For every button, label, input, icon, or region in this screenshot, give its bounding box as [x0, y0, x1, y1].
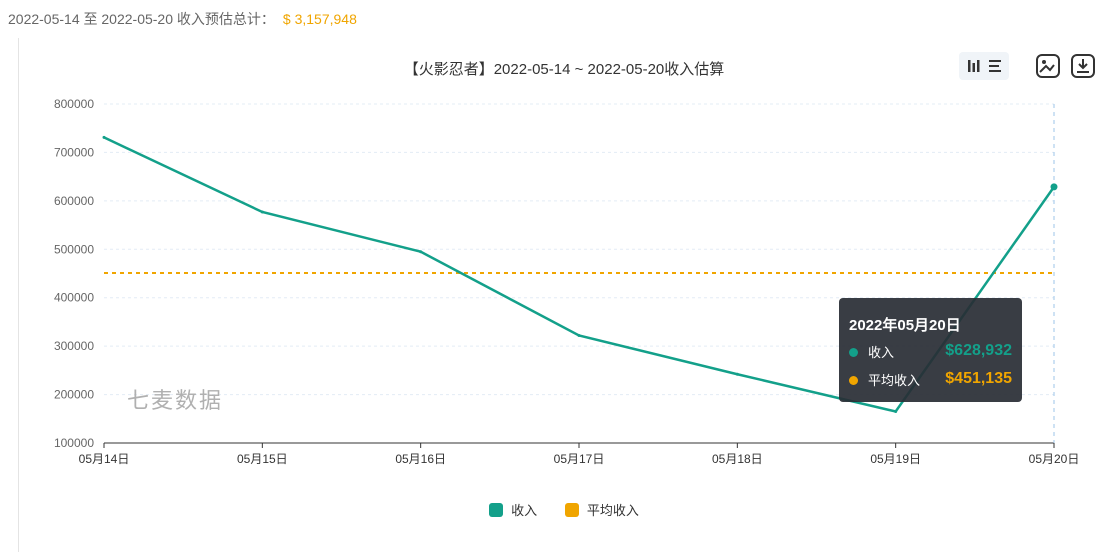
chart-type-toggle[interactable]: [959, 52, 1009, 80]
tooltip-row-average: 平均收入 $451,135: [849, 370, 1012, 389]
y-tick-label: 500000: [54, 242, 94, 256]
legend-swatch: [489, 502, 504, 517]
x-tick-label: 05月19日: [870, 452, 921, 466]
line-plot: 800000 700000 600000 500000 400000 300000 2000…: [54, 97, 1080, 466]
summary-total: $ 3,157,948: [282, 11, 357, 27]
revenue-point: [894, 410, 898, 414]
revenue-dot-icon: [849, 348, 858, 357]
x-tick-label: 05月17日: [554, 452, 605, 466]
revenue-point: [735, 372, 739, 376]
tooltip-title: 2022年05月20日: [849, 317, 961, 334]
bar-chart-icon[interactable]: [959, 52, 1009, 80]
x-tick-label: 05月15日: [237, 452, 288, 466]
chart-legend: 收入 平均收入: [19, 500, 1108, 520]
hover-tooltip: 2022年05月20日 收入 $628,932 平均收入 $451,135: [839, 298, 1022, 402]
legend-item-revenue[interactable]: 收入: [489, 500, 537, 519]
revenue-point: [1050, 183, 1058, 191]
download-icon[interactable]: [1071, 54, 1095, 78]
y-tick-label: 700000: [54, 145, 94, 159]
tooltip-row-revenue: 收入 $628,932: [849, 342, 1012, 361]
tooltip-value: $451,135: [945, 370, 1012, 387]
average-dot-icon: [849, 376, 858, 385]
x-tick-label: 05月14日: [79, 452, 130, 466]
revenue-point: [419, 250, 423, 254]
list-icon[interactable]: [959, 52, 1009, 80]
legend-swatch: [564, 502, 579, 517]
y-tick-label: 600000: [54, 194, 94, 208]
revenue-summary: 2022-05-14 至 2022-05-20 收入预估总计： $ 3,157,9…: [8, 9, 357, 29]
y-tick-label: 300000: [54, 339, 94, 353]
watermark: 七麦数据: [127, 388, 224, 413]
y-tick-label: 800000: [54, 97, 94, 111]
tooltip-label: 收入: [868, 345, 895, 360]
legend-label: 收入: [511, 503, 538, 518]
image-icon[interactable]: [1036, 54, 1060, 78]
summary-label: 2022-05-14 至 2022-05-20 收入预估总计：: [8, 11, 275, 27]
legend-label: 平均收入: [586, 503, 639, 518]
revenue-point: [102, 135, 106, 139]
legend-item-average[interactable]: 平均收入: [564, 500, 639, 519]
y-tick-label: 400000: [54, 291, 94, 305]
chart-panel: 【火影忍者】2022-05-14 ~ 2022-05-20收入估算: [18, 38, 1108, 552]
revenue-point: [260, 210, 264, 214]
x-tick-label: 05月16日: [395, 452, 446, 466]
revenue-point: [577, 333, 581, 337]
tooltip-value: $628,932: [945, 342, 1012, 359]
x-tick-label: 05月20日: [1029, 452, 1080, 466]
y-tick-label: 100000: [54, 436, 94, 450]
tooltip-label: 平均收入: [868, 373, 921, 388]
x-tick-label: 05月18日: [712, 452, 763, 466]
y-tick-label: 200000: [54, 388, 94, 402]
chart-title: 【火影忍者】2022-05-14 ~ 2022-05-20收入估算: [403, 61, 725, 78]
